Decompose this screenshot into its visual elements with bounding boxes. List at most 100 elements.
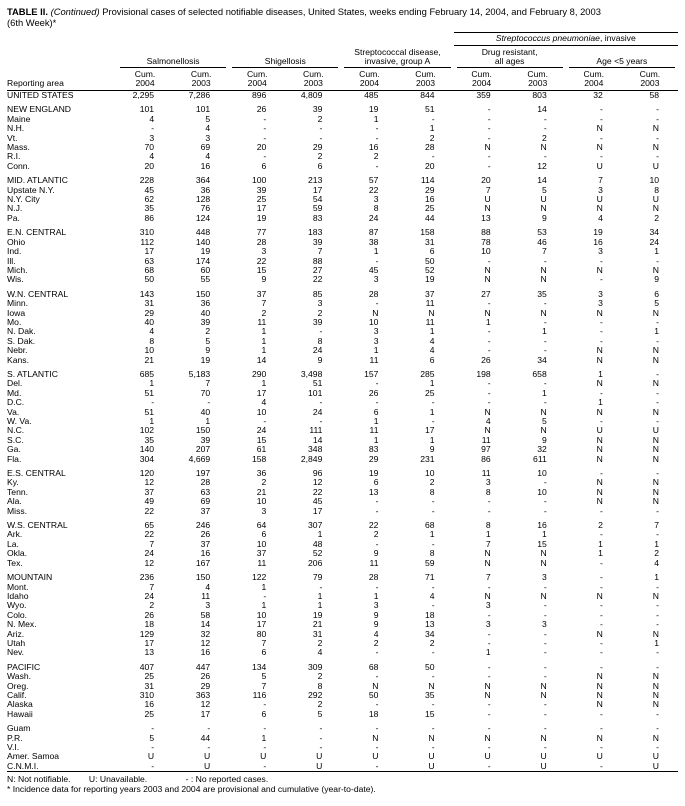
table-row: N.H. - 4 - - - 1 - - N N xyxy=(7,123,678,133)
cell-value: 21 xyxy=(144,354,155,365)
cell-value: 21 xyxy=(312,619,323,630)
reporting-area: Pa. xyxy=(7,212,20,223)
cell-value: 116 xyxy=(252,689,267,700)
table-row: Ohio 112 140 28 39 38 31 78 46 16 24 xyxy=(7,236,678,247)
cell-value: N xyxy=(484,142,491,153)
cell-value: 4 xyxy=(598,212,603,223)
cell-value: - xyxy=(263,742,267,752)
cell-value: 246 xyxy=(195,520,211,531)
cell-value: 24 xyxy=(256,425,267,436)
cell-value: 3 xyxy=(598,246,603,257)
cell-value: 150 xyxy=(195,425,211,436)
cell-value: 129 xyxy=(139,628,155,639)
cell-value: 68 xyxy=(368,661,379,672)
cell-value: N xyxy=(596,699,603,710)
cell-value: 2 xyxy=(429,132,435,143)
table-row: Minn. 31 36 7 3 - 11 - - 3 5 xyxy=(7,298,678,308)
cell-value: 24 xyxy=(144,590,155,601)
footnote-star: * Incidence data for reporting years 200… xyxy=(7,784,376,795)
cell-value: - xyxy=(543,345,547,356)
cell-value: 50 xyxy=(144,274,155,285)
cell-value: N xyxy=(540,548,547,559)
cell-value: 52 xyxy=(312,548,323,559)
cell-value: 6 xyxy=(261,647,267,658)
cell-value: 3 xyxy=(205,600,211,611)
cell-value: 9 xyxy=(261,274,267,285)
cell-value: 11 xyxy=(425,316,435,327)
table-row: E.S. CENTRAL 120 197 36 96 19 10 11 10 - - xyxy=(7,468,678,479)
cell-value: 52 xyxy=(425,264,435,275)
cell-value: 11 xyxy=(369,354,379,365)
cell-value: 25 xyxy=(144,708,155,719)
table-row: N.J. 35 76 17 59 8 25 N N N N xyxy=(7,204,678,214)
cell-value: 12 xyxy=(312,477,323,488)
cell-value: 26 xyxy=(200,671,211,682)
cell-value: 11 xyxy=(369,425,379,436)
reporting-area: Ariz. xyxy=(7,628,25,639)
reporting-area: Va. xyxy=(7,406,20,417)
cell-value: 18 xyxy=(425,609,435,620)
cell-value: 11 xyxy=(201,590,211,601)
reporting-area: Ark. xyxy=(7,529,23,540)
cell-value: U xyxy=(540,751,547,762)
cell-value: U xyxy=(203,760,211,771)
cell-value: - xyxy=(487,742,491,752)
cell-value: 45 xyxy=(144,184,155,195)
cell-value: 7 xyxy=(485,538,491,549)
cell-value: 13 xyxy=(144,647,155,658)
cell-value: N xyxy=(596,486,603,497)
cell-value: 9 xyxy=(205,345,211,356)
cell-value: 10 xyxy=(537,468,547,479)
cell-value: 22 xyxy=(368,520,379,531)
cell-value: - xyxy=(599,557,603,568)
cell-value: 3,498 xyxy=(300,368,323,379)
cell-value: 2,849 xyxy=(300,453,323,464)
cell-value: - xyxy=(656,397,659,408)
cell-value: - xyxy=(543,628,547,639)
cell-value: 3 xyxy=(373,326,379,337)
cell-value: 2 xyxy=(317,151,323,162)
cell-value: 40 xyxy=(144,316,155,327)
cell-value: - xyxy=(656,742,659,752)
cell-value: 83 xyxy=(368,444,379,455)
cell-value: N xyxy=(372,732,379,743)
cell-value: 183 xyxy=(308,227,323,238)
table-row: Ind. 17 19 3 7 1 6 10 7 3 1 xyxy=(7,246,678,257)
cell-value: N xyxy=(596,264,603,275)
cell-value: 1 xyxy=(429,326,435,337)
cell-value: 16 xyxy=(368,142,379,153)
cell-value: - xyxy=(431,151,435,162)
cell-value: 26 xyxy=(368,387,379,398)
cell-value: - xyxy=(599,708,603,719)
table-row: MOUNTAIN 236 150 122 79 28 71 7 3 - 1 xyxy=(7,572,678,583)
table-row: Guam - - - - - - - - - - xyxy=(7,723,678,733)
cell-value: 17 xyxy=(312,184,323,195)
cell-value: N xyxy=(596,444,603,455)
cell-value: N xyxy=(652,486,659,497)
table-row: Calif. 310 363 116 292 50 35 N N N N xyxy=(7,689,678,700)
cell-value: 7 xyxy=(485,572,491,583)
cell-value: 31 xyxy=(425,236,435,247)
table-row: Oreg. 31 29 7 8 N N N N N N xyxy=(7,681,678,691)
cell-value: N xyxy=(540,590,547,601)
table-row: P.R. 5 44 1 - N N N N N N xyxy=(7,732,678,743)
cell-value: 7 xyxy=(261,637,267,648)
cell-value: - xyxy=(656,368,659,379)
cell-value: 10 xyxy=(256,496,267,507)
cell-value: 50 xyxy=(425,661,435,672)
cell-value: 39 xyxy=(200,434,211,445)
cell-value: - xyxy=(599,572,603,583)
cell-value: 32 xyxy=(593,90,603,100)
cell-value: 4 xyxy=(261,397,267,408)
cell-value: 2 xyxy=(373,637,379,648)
cell-value: 58 xyxy=(200,609,211,620)
cum-2003-header: Cum. 2003 xyxy=(397,68,454,91)
cell-value: 54 xyxy=(312,194,323,205)
cell-value: - xyxy=(656,708,659,719)
strep-pneumoniae-group-header: Streptococcus pneumoniae, invasive xyxy=(453,32,678,46)
cell-value: 25 xyxy=(144,671,155,682)
cell-value: 37 xyxy=(200,538,211,549)
cell-value: 1 xyxy=(373,434,379,445)
cell-value: N xyxy=(596,477,603,488)
cell-value: 11 xyxy=(257,557,267,568)
